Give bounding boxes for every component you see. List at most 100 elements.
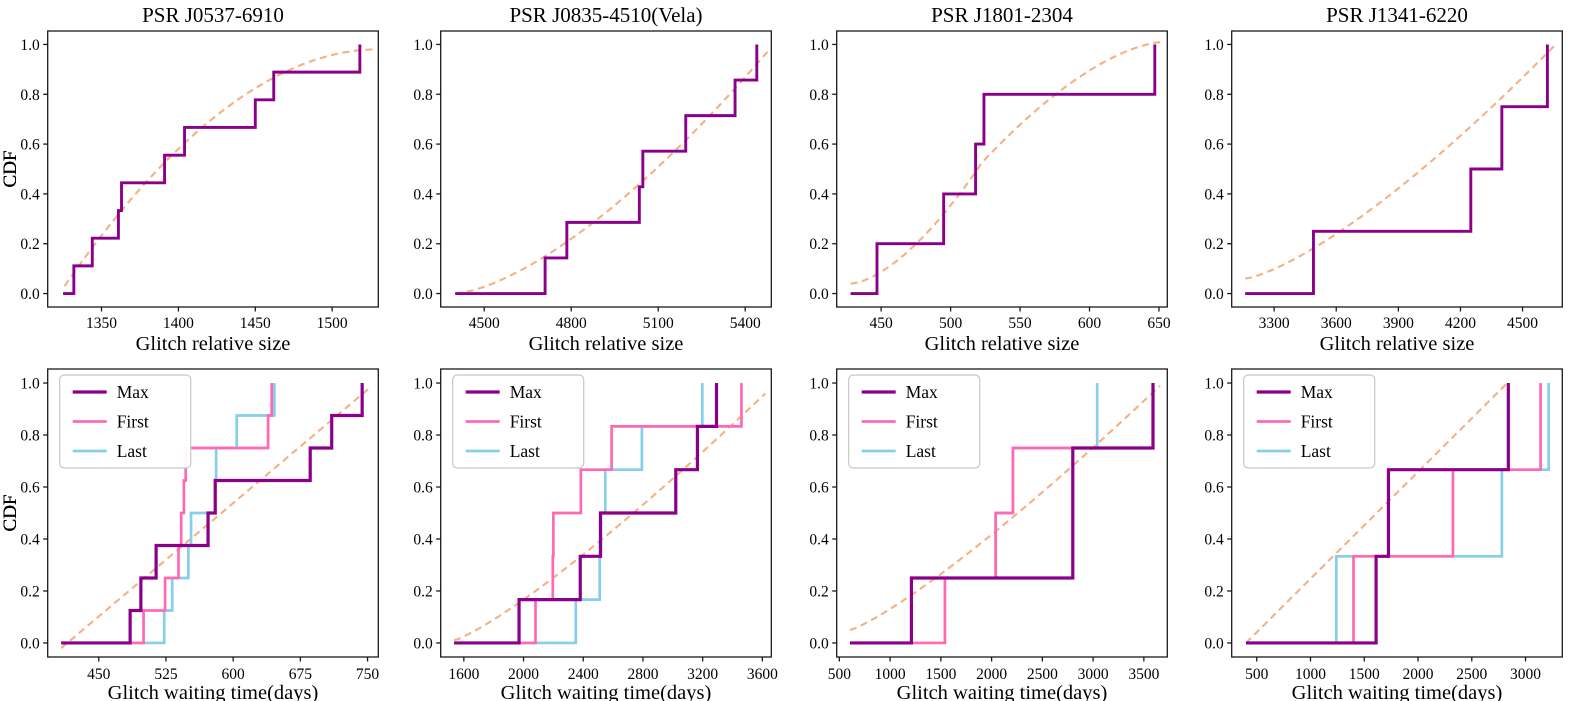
y-tick-label: 0.0 [20, 286, 40, 303]
fit-curve-dashed [63, 48, 376, 287]
fit-curve-dashed [850, 40, 1164, 285]
y-tick-label: 0.2 [1204, 583, 1223, 600]
plot-area [1245, 382, 1550, 645]
y-tick-label: 0.8 [809, 428, 829, 445]
y-tick-label: 0.6 [413, 137, 433, 154]
fit-curve-dashed [453, 392, 767, 642]
plot-area [1244, 43, 1557, 295]
fit-curve-dashed [1244, 43, 1557, 280]
x-tick-label: 3300 [1259, 315, 1290, 332]
y-tick-label: 0.4 [20, 531, 40, 548]
axes-spines [836, 30, 1168, 308]
ecdf-line-first [61, 383, 274, 645]
y-tick-label: 0.6 [809, 480, 829, 497]
x-tick-label: 2400 [568, 666, 599, 683]
ecdf-line-max [61, 383, 364, 645]
x-tick-label: 2500 [1027, 666, 1058, 683]
x-axis-label: Glitch relative size [925, 333, 1080, 355]
plot-area [453, 383, 767, 645]
y-tick-label: 0.0 [413, 635, 433, 652]
x-axis-label: Glitch waiting time(days) [501, 682, 712, 701]
y-tick-label: 0.6 [809, 137, 829, 154]
y-tick-label: 0.0 [1204, 286, 1224, 303]
x-tick-label: 1350 [86, 315, 117, 332]
y-tick-label: 1.0 [20, 37, 40, 54]
y-tick-label: 0.0 [413, 286, 433, 303]
x-tick-label: 3600 [747, 666, 778, 683]
x-tick-label: 1500 [1349, 666, 1380, 683]
x-tick-label: 4800 [556, 315, 587, 332]
x-tick-label: 4500 [469, 315, 500, 332]
x-tick-label: 525 [154, 666, 178, 683]
y-tick-label: 0.8 [20, 428, 40, 445]
x-tick-label: 550 [1008, 315, 1032, 332]
y-tick-label: 0.4 [1204, 531, 1224, 548]
x-tick-label: 3900 [1383, 315, 1414, 332]
x-tick-label: 600 [1078, 315, 1102, 332]
x-tick-label: 3500 [1128, 666, 1159, 683]
y-tick-label: 1.0 [413, 376, 433, 393]
x-tick-label: 2800 [627, 666, 658, 683]
x-tick-label: 3600 [1321, 315, 1352, 332]
x-tick-label: 5400 [730, 315, 761, 332]
legend-label-max: Max [117, 382, 149, 402]
ecdf-line-max [1246, 383, 1510, 645]
x-tick-label: 650 [1147, 315, 1171, 332]
subplot-j1341-size: 3300 3600 3900 4200 4500 0.0 0.2 0.4 0.6 0.8 1.0 PS… [0, 3, 1563, 355]
ecdf-line-cdf [63, 44, 362, 295]
y-axis-label: CDF [0, 151, 21, 188]
legend: Max First Last [59, 374, 192, 469]
x-tick-label: 1500 [925, 666, 956, 683]
x-tick-label: 1600 [448, 666, 479, 683]
y-tick-label: 0.2 [20, 236, 39, 253]
ecdf-line-last [61, 383, 276, 645]
x-tick-label: 1500 [317, 315, 348, 332]
axes-spines [47, 30, 379, 308]
x-axis-label: Glitch waiting time(days) [897, 682, 1108, 701]
x-tick-label: 3200 [687, 666, 718, 683]
legend-label-last: Last [906, 441, 936, 461]
y-axis-label: CDF [0, 151, 21, 188]
fit-curve-dashed [849, 384, 1161, 631]
y-tick-label: 0.0 [20, 635, 40, 652]
legend-label-last: Last [1301, 441, 1331, 461]
axes-spines [1231, 368, 1563, 658]
x-tick-label: 3000 [1510, 666, 1541, 683]
axes-spines [440, 30, 772, 308]
ecdf-line-max [454, 383, 719, 645]
y-tick-label: 0.0 [809, 635, 829, 652]
ecdf-line-cdf [850, 44, 1157, 295]
legend-label-max: Max [1301, 382, 1333, 402]
legend-label-first: First [1301, 412, 1333, 432]
y-axis-label: CDF [0, 495, 21, 532]
y-tick-label: 1.0 [413, 37, 433, 54]
subplot-vela-size: 4500 4800 5100 5400 0.0 0.2 0.4 0.6 0.8 1.0 PSR J0… [0, 3, 772, 355]
axes-spines [47, 368, 379, 658]
y-tick-label: 0.8 [413, 87, 433, 104]
legend-box [1243, 374, 1376, 469]
x-tick-label: 1000 [1295, 666, 1326, 683]
y-tick-label: 0.6 [20, 480, 40, 497]
y-tick-label: 0.2 [1204, 236, 1223, 253]
ecdf-line-cdf [1245, 44, 1549, 295]
legend-box [59, 374, 192, 469]
panel-title: PSR J1801-2304 [931, 3, 1073, 27]
y-tick-label: 1.0 [1204, 376, 1224, 393]
x-tick-label: 4200 [1445, 315, 1476, 332]
y-tick-label: 0.6 [1204, 480, 1224, 497]
subplot-vela-wait: 1600 2000 2400 2800 3200 3600 0.0 0.2 0.4 0.6 0.8 1… [0, 368, 778, 701]
y-tick-label: 0.2 [809, 236, 828, 253]
y-tick-label: 0.2 [413, 583, 432, 600]
legend-label-max: Max [906, 382, 938, 402]
y-tick-label: 0.6 [413, 480, 433, 497]
legend-label-last: Last [510, 441, 540, 461]
panel-title: PSR J0537-6910 [142, 3, 284, 27]
y-tick-label: 0.2 [413, 236, 432, 253]
x-tick-label: 600 [222, 666, 246, 683]
y-tick-label: 1.0 [1204, 37, 1224, 54]
legend-label-first: First [510, 412, 542, 432]
legend-box [452, 374, 585, 469]
y-axis-label: CDF [0, 495, 21, 532]
